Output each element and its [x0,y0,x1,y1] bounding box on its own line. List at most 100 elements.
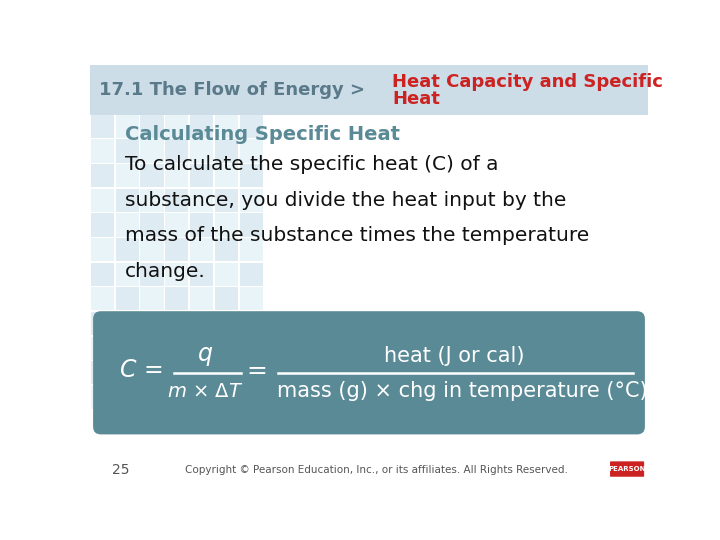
Text: Heat: Heat [392,90,440,108]
Bar [240,336,263,360]
Bar [116,213,139,237]
Bar [90,65,648,115]
Bar [91,213,114,237]
Bar [215,115,238,138]
Bar [165,312,189,335]
Text: $\mathit{m}$ × $\Delta \mathit{T}$: $\mathit{m}$ × $\Delta \mathit{T}$ [166,382,243,401]
Bar [215,164,238,187]
Bar [165,164,189,187]
Bar [190,262,213,286]
Bar [140,90,163,113]
Text: $\mathit{q}$: $\mathit{q}$ [197,344,212,368]
Bar [190,164,213,187]
Bar [165,213,189,237]
Text: =: = [246,359,267,383]
Bar [116,65,139,89]
Bar [140,262,163,286]
Bar [91,65,114,89]
Bar [240,262,263,286]
Bar [165,90,189,113]
Bar [140,115,163,138]
Bar [240,90,263,113]
Bar [165,386,189,409]
Bar [91,287,114,310]
Bar [215,189,238,212]
Bar [190,213,213,237]
Bar [190,65,213,89]
Bar [165,115,189,138]
Bar [91,115,114,138]
Bar [190,312,213,335]
Bar [240,238,263,261]
Bar [215,386,238,409]
Bar [91,90,114,113]
Bar [240,386,263,409]
Text: mass of the substance times the temperature: mass of the substance times the temperat… [125,226,589,245]
Bar [190,189,213,212]
Bar [116,90,139,113]
Bar [116,139,139,163]
Text: Heat Capacity and Specific: Heat Capacity and Specific [392,73,663,91]
FancyBboxPatch shape [93,311,645,434]
Bar [140,139,163,163]
Bar [190,238,213,261]
Bar [91,164,114,187]
Bar [116,238,139,261]
Bar [240,65,263,89]
Bar [140,386,163,409]
Bar [140,312,163,335]
FancyBboxPatch shape [610,461,644,477]
Bar [190,115,213,138]
Bar [190,287,213,310]
Bar [165,189,189,212]
Bar [215,90,238,113]
Bar [165,262,189,286]
Bar [116,336,139,360]
Bar [215,262,238,286]
Bar [165,238,189,261]
Bar [190,336,213,360]
Text: $\mathit{C}$ =: $\mathit{C}$ = [120,357,163,382]
Bar [140,164,163,187]
Bar [190,386,213,409]
Bar [140,287,163,310]
Text: To calculate the specific heat (C) of a: To calculate the specific heat (C) of a [125,156,498,174]
Bar [215,139,238,163]
Bar [165,65,189,89]
Bar [116,189,139,212]
Bar [240,213,263,237]
Bar [240,312,263,335]
Text: Calculating Specific Heat: Calculating Specific Heat [125,125,400,144]
Text: mass (g) × chg in temperature (°C): mass (g) × chg in temperature (°C) [276,381,647,401]
Bar [215,336,238,360]
Bar [240,115,263,138]
Bar [165,361,189,384]
Bar [91,336,114,360]
Bar [240,139,263,163]
Bar [165,287,189,310]
Bar [140,336,163,360]
Bar [116,262,139,286]
Bar [116,312,139,335]
Bar [240,361,263,384]
Bar [240,164,263,187]
Bar [91,238,114,261]
Bar [91,189,114,212]
Bar [116,361,139,384]
Bar [165,336,189,360]
Bar [240,189,263,212]
Bar [140,361,163,384]
Text: substance, you divide the heat input by the: substance, you divide the heat input by … [125,191,566,210]
Bar [215,361,238,384]
Text: change.: change. [125,262,206,281]
Bar [140,238,163,261]
Bar [116,164,139,187]
Bar [140,189,163,212]
Bar [116,115,139,138]
Bar [91,312,114,335]
Bar [91,139,114,163]
Bar [165,139,189,163]
Bar [190,90,213,113]
Bar [116,287,139,310]
Bar [91,262,114,286]
